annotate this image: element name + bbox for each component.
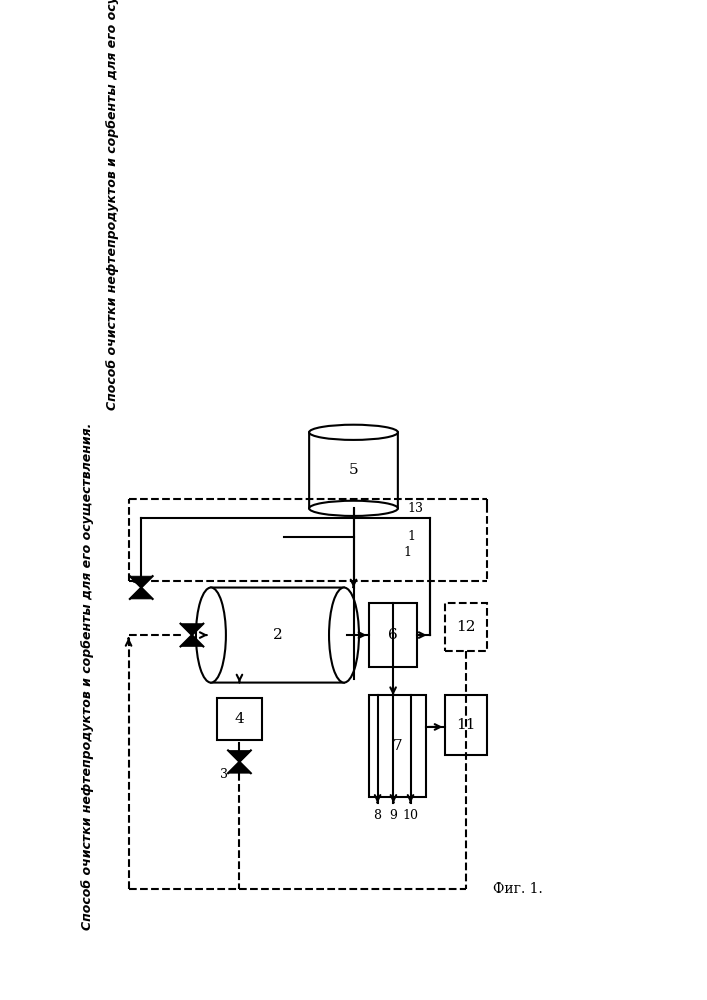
Ellipse shape bbox=[329, 588, 359, 683]
Text: 11: 11 bbox=[456, 718, 476, 732]
Ellipse shape bbox=[309, 501, 398, 516]
Bar bbox=[445, 603, 486, 651]
Polygon shape bbox=[130, 588, 153, 599]
Text: 6: 6 bbox=[388, 628, 398, 642]
Text: 2: 2 bbox=[273, 628, 282, 642]
Text: Способ очистки нефтепродуктов и сорбенты для его осуществления.: Способ очистки нефтепродуктов и сорбенты… bbox=[81, 423, 94, 930]
Bar bbox=[217, 698, 262, 740]
Polygon shape bbox=[228, 762, 251, 773]
Text: Способ очистки нефтепродуктов и сорбенты для его осуществления.: Способ очистки нефтепродуктов и сорбенты… bbox=[106, 0, 119, 410]
Ellipse shape bbox=[196, 588, 226, 683]
Text: Фиг. 1.: Фиг. 1. bbox=[493, 882, 543, 896]
Polygon shape bbox=[130, 576, 153, 588]
Polygon shape bbox=[180, 635, 204, 646]
Bar bbox=[369, 695, 426, 797]
Text: 13: 13 bbox=[408, 502, 423, 515]
Text: 4: 4 bbox=[235, 712, 245, 726]
Text: 7: 7 bbox=[393, 739, 403, 753]
Polygon shape bbox=[228, 750, 251, 762]
Text: 12: 12 bbox=[456, 620, 476, 634]
Text: 3: 3 bbox=[220, 768, 228, 781]
Polygon shape bbox=[180, 624, 204, 635]
FancyBboxPatch shape bbox=[309, 432, 398, 508]
Bar bbox=[369, 603, 417, 667]
Ellipse shape bbox=[309, 425, 398, 440]
FancyBboxPatch shape bbox=[211, 588, 344, 683]
Text: 10: 10 bbox=[402, 809, 419, 822]
Text: 5: 5 bbox=[349, 463, 358, 477]
Text: 8: 8 bbox=[373, 809, 382, 822]
Text: 1: 1 bbox=[407, 530, 415, 543]
Text: 9: 9 bbox=[390, 809, 397, 822]
Text: 1: 1 bbox=[404, 546, 411, 559]
Bar bbox=[445, 695, 486, 755]
